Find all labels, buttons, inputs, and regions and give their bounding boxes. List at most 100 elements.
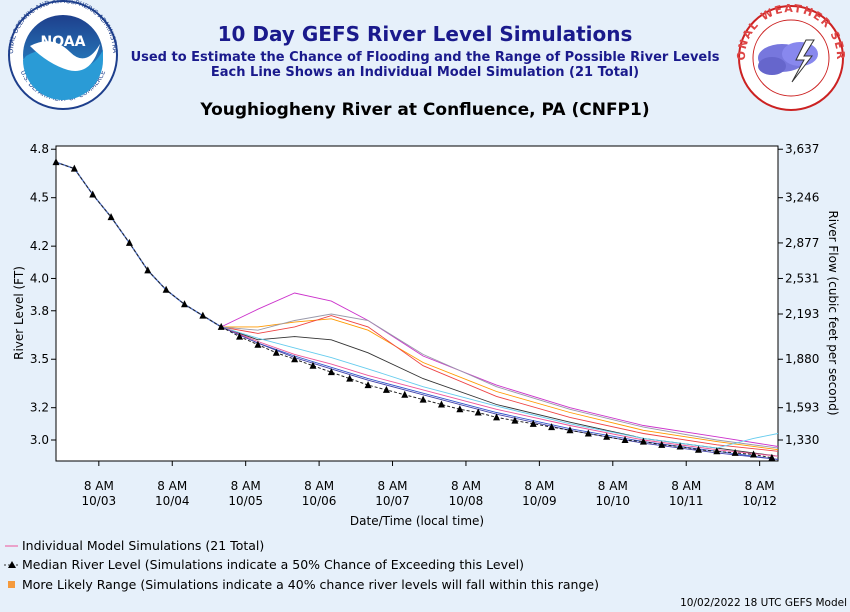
x-tick-date: 10/03 [82,494,117,508]
x-tick-date: 10/04 [155,494,190,508]
median-point [180,300,188,308]
median-point [584,429,592,437]
y-tick-label: 4.0 [30,271,49,285]
median-point [456,405,464,413]
y2-axis-ticks: 1,330 1,593 1,880 2,193 2,531 2,877 3,246 3,637 [778,142,819,447]
x-tick-time: 8 AM [671,479,701,493]
model-run-footer: 10/02/2022 18 UTC GEFS Model [680,597,847,609]
median-point [529,419,537,427]
legend-range-marker [8,581,15,588]
median-point [621,436,629,443]
median-point [70,164,78,172]
median-point [107,213,115,221]
y2-tick-label: 2,193 [785,307,819,321]
median-dash-initial [55,161,222,328]
x-tick-date: 10/08 [449,494,484,508]
nws-ring-text: NATIONAL WEATHER SERVICE [0,0,846,61]
x-tick-date: 10/09 [522,494,557,508]
y2-tick-label: 1,880 [785,352,819,366]
x-tick-time: 8 AM [157,479,187,493]
y-axis-ticks: 3.0 3.2 3.5 3.8 4.0 4.2 4.5 4.8 [30,142,56,447]
x-tick-time: 8 AM [84,479,114,493]
median-point [327,368,335,376]
median-point [162,285,170,293]
median-point [217,322,225,330]
plot-area [55,145,779,462]
median-point [272,348,280,356]
y2-axis-label: River Flow (cubic feet per second) [826,210,840,415]
median-point [566,426,574,434]
y2-tick-label: 1,330 [785,433,819,447]
chart-subtitle-2: Each Line Shows an Individual Model Simu… [210,65,640,80]
svg-text:NATIONAL WEATHER SERVICE: NATIONAL WEATHER SERVICE [0,0,847,61]
simulation-line-7 [221,326,779,460]
median-point [511,416,519,424]
noaa-logo: NATIONAL OCEANIC AND ATMOSPHERIC ADMINIS… [0,0,119,110]
x-axis-label: Date/Time (local time) [350,514,484,528]
x-tick-time: 8 AM [745,479,775,493]
x-tick-time: 8 AM [304,479,334,493]
simulation-line-4 [221,313,779,449]
median-line [52,158,776,461]
x-tick-time: 8 AM [451,479,481,493]
median-point [658,440,666,448]
chart-subtitle-1: Used to Estimate the Chance of Flooding … [130,50,720,65]
y2-tick-label: 2,531 [785,271,819,285]
y-tick-label: 3.5 [30,352,49,366]
x-tick-date: 10/10 [595,494,630,508]
legend-median-marker [8,561,16,568]
simulation-line-3 [221,315,779,452]
y2-tick-label: 3,637 [785,142,819,156]
nws-logo: NATIONAL WEATHER SERVICE [0,0,847,111]
y-tick-label: 4.2 [30,239,49,253]
median-point [309,361,317,369]
y-tick-label: 4.5 [30,191,49,205]
y-axis-label: River Level (FT) [12,266,26,360]
median-point [474,408,482,416]
median-point [603,432,611,440]
x-tick-date: 10/05 [228,494,263,508]
median-point [750,450,758,458]
median-point [89,190,97,198]
x-tick-time: 8 AM [598,479,628,493]
x-tick-time: 8 AM [524,479,554,493]
median-point [254,340,262,348]
median-point [291,355,299,363]
median-point [639,437,647,445]
median-point [401,390,409,398]
simulation-line-1 [221,292,779,447]
x-tick-date: 10/06 [302,494,337,508]
x-tick-date: 10/11 [669,494,704,508]
chart-title: 10 Day GEFS River Level Simulations [217,22,633,46]
median-point [419,395,427,403]
station-title: Youghiogheny River at Confluence, PA (CN… [200,100,650,120]
median-point [694,445,702,453]
median-point [493,413,501,421]
legend-individual: Individual Model Simulations (21 Total) [22,538,265,553]
median-point [382,385,390,393]
x-tick-date: 10/07 [375,494,410,508]
median-point [548,423,556,431]
y2-tick-label: 2,877 [785,236,819,250]
median-point [713,447,721,455]
y-tick-label: 3.0 [30,433,49,447]
median-point [52,158,60,166]
y-tick-label: 3.2 [30,401,49,415]
median-point [676,442,684,450]
median-point [731,448,739,456]
noaa-logo-text: NOAA [41,34,86,50]
x-tick-time: 8 AM [231,479,261,493]
simulation-line-9 [221,326,779,460]
simulation-line-8 [221,326,779,457]
y2-tick-label: 1,593 [785,401,819,415]
median-point [364,381,372,389]
median-point [144,266,152,274]
y2-tick-label: 3,246 [785,191,819,205]
x-tick-date: 10/12 [742,494,777,508]
legend-median: Median River Level (Simulations indicate… [22,557,525,572]
median-point [346,374,354,382]
y-tick-label: 3.8 [30,304,49,318]
legend-range: More Likely Range (Simulations indicate … [22,577,599,592]
